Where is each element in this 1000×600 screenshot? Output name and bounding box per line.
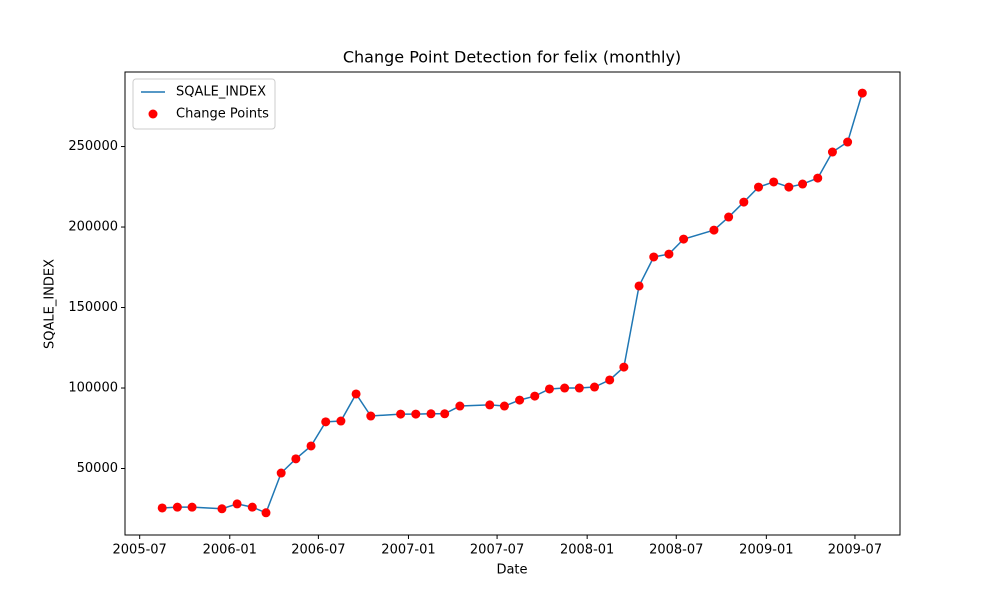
change-point <box>455 401 465 411</box>
change-point <box>351 389 361 399</box>
change-point <box>515 395 525 405</box>
y-tick-label: 200000 <box>68 220 118 235</box>
change-point <box>232 499 242 509</box>
change-point <box>724 212 734 222</box>
change-point <box>798 179 808 189</box>
change-point <box>217 504 227 514</box>
change-point <box>619 362 629 372</box>
change-point <box>784 182 794 192</box>
change-point <box>857 88 867 98</box>
change-point <box>679 234 689 244</box>
x-tick-label: 2005-07 <box>113 543 167 558</box>
y-tick-label: 150000 <box>68 300 118 315</box>
change-point <box>843 137 853 147</box>
change-point <box>396 409 406 419</box>
x-axis-label: Date <box>496 563 527 578</box>
change-point <box>754 182 764 192</box>
change-point <box>172 502 182 512</box>
x-tick-label: 2006-01 <box>203 543 257 558</box>
legend-marker <box>148 109 158 119</box>
x-tick-label: 2007-07 <box>470 543 524 558</box>
plot-frame <box>124 71 901 536</box>
change-point <box>530 391 540 401</box>
change-point <box>605 375 615 385</box>
change-point <box>321 417 331 427</box>
change-point <box>590 382 600 392</box>
x-tick-label: 2006-07 <box>291 543 345 558</box>
chart-title: Change Point Detection for felix (monthl… <box>343 48 681 67</box>
change-point <box>827 147 837 157</box>
change-point <box>769 177 779 187</box>
y-tick-label: 50000 <box>77 461 118 476</box>
change-point <box>157 503 167 513</box>
y-tick-label: 250000 <box>68 139 118 154</box>
change-point <box>664 249 674 259</box>
change-point <box>247 502 257 512</box>
data-line <box>162 92 864 514</box>
change-point <box>440 409 450 419</box>
change-point <box>649 252 659 262</box>
legend-box <box>132 78 276 130</box>
y-axis-label: SQALE_INDEX <box>43 259 58 349</box>
change-point <box>574 383 584 393</box>
x-tick-label: 2008-07 <box>649 543 703 558</box>
x-tick-label: 2007-01 <box>381 543 435 558</box>
change-point <box>634 281 644 291</box>
legend-label: Change Points <box>176 107 269 122</box>
change-point <box>499 401 509 411</box>
change-point <box>291 454 301 464</box>
change-point <box>306 441 316 451</box>
x-tick-label: 2009-07 <box>828 543 882 558</box>
change-point <box>366 411 376 421</box>
change-point <box>276 468 286 478</box>
x-tick-label: 2008-01 <box>560 543 614 558</box>
change-point <box>813 173 823 183</box>
change-point <box>709 225 719 235</box>
change-point <box>411 409 421 419</box>
change-point <box>485 400 495 410</box>
x-tick-label: 2009-01 <box>739 543 793 558</box>
change-point <box>336 416 346 426</box>
change-point <box>560 383 570 393</box>
change-point <box>544 384 554 394</box>
change-point <box>739 197 749 207</box>
change-point <box>426 409 436 419</box>
legend-label: SQALE_INDEX <box>176 85 266 100</box>
change-point <box>187 502 197 512</box>
y-tick-label: 100000 <box>68 381 118 396</box>
change-point <box>261 508 271 518</box>
